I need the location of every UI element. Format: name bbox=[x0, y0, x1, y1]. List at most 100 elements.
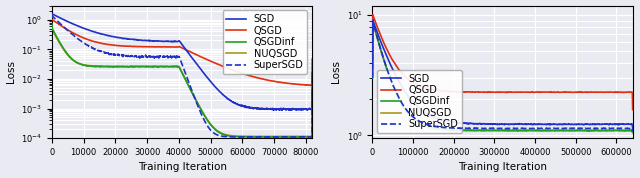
SuperSGD bbox=[573, 127, 581, 129]
SGD bbox=[557, 123, 564, 125]
Line: SuperSGD: SuperSGD bbox=[372, 21, 633, 131]
SGD bbox=[275, 108, 283, 111]
SuperSGD bbox=[49, 15, 56, 17]
SGD bbox=[123, 38, 131, 40]
SGD bbox=[308, 72, 316, 74]
QSGD bbox=[123, 45, 131, 47]
NUQSGD bbox=[626, 129, 634, 131]
QSGD bbox=[573, 91, 581, 93]
SuperSGD bbox=[369, 20, 376, 22]
SuperSGD bbox=[534, 127, 541, 130]
SGD bbox=[422, 112, 429, 114]
QSGD bbox=[138, 46, 145, 48]
QSGD bbox=[422, 87, 429, 89]
QSGD bbox=[180, 48, 188, 50]
SGD bbox=[182, 48, 189, 50]
NUQSGD bbox=[369, 77, 376, 79]
Line: QSGDinf: QSGDinf bbox=[372, 22, 633, 133]
Line: SGD: SGD bbox=[52, 14, 312, 110]
QSGDinf bbox=[626, 130, 634, 132]
QSGD bbox=[369, 14, 376, 16]
NUQSGD bbox=[204, 119, 211, 121]
QSGDinf bbox=[589, 130, 596, 132]
SuperSGD bbox=[123, 55, 131, 57]
SGD bbox=[629, 128, 637, 130]
NUQSGD bbox=[275, 135, 283, 137]
QSGD bbox=[182, 48, 189, 51]
NUQSGD bbox=[308, 89, 316, 91]
Legend: SGD, QSGD, QSGDinf, NUQSGD, SuperSGD: SGD, QSGD, QSGDinf, NUQSGD, SuperSGD bbox=[377, 70, 462, 133]
QSGDinf bbox=[123, 66, 131, 68]
NUQSGD bbox=[48, 23, 56, 26]
NUQSGD bbox=[180, 75, 188, 77]
QSGDinf bbox=[308, 89, 316, 91]
Y-axis label: Loss: Loss bbox=[6, 60, 15, 83]
NUQSGD bbox=[534, 129, 541, 131]
NUQSGD bbox=[629, 131, 637, 133]
Line: SuperSGD: SuperSGD bbox=[52, 16, 312, 137]
QSGD bbox=[589, 91, 596, 93]
Line: SGD: SGD bbox=[372, 20, 633, 129]
QSGD bbox=[534, 91, 541, 93]
QSGD bbox=[48, 19, 56, 21]
QSGDinf bbox=[204, 120, 211, 122]
QSGD bbox=[204, 59, 212, 61]
SuperSGD bbox=[557, 127, 564, 129]
SuperSGD bbox=[275, 136, 283, 138]
NUQSGD bbox=[296, 135, 304, 138]
NUQSGD bbox=[123, 65, 131, 67]
Y-axis label: Loss: Loss bbox=[331, 60, 341, 83]
SuperSGD bbox=[626, 128, 634, 130]
QSGD bbox=[369, 74, 376, 76]
QSGDinf bbox=[138, 66, 145, 68]
NUQSGD bbox=[557, 129, 564, 131]
NUQSGD bbox=[138, 65, 145, 67]
NUQSGD bbox=[182, 78, 189, 80]
SuperSGD bbox=[308, 89, 316, 91]
SGD bbox=[589, 123, 596, 125]
Line: QSGDinf: QSGDinf bbox=[52, 24, 312, 137]
QSGDinf bbox=[48, 23, 56, 25]
QSGD bbox=[626, 91, 634, 93]
QSGDinf bbox=[275, 136, 283, 138]
QSGDinf bbox=[369, 77, 376, 79]
SuperSGD bbox=[182, 72, 189, 74]
SGD bbox=[49, 13, 56, 15]
SuperSGD bbox=[138, 55, 145, 57]
Line: QSGD: QSGD bbox=[372, 15, 633, 110]
NUQSGD bbox=[422, 125, 429, 127]
SuperSGD bbox=[589, 128, 596, 130]
QSGDinf bbox=[557, 130, 564, 132]
QSGD bbox=[308, 58, 316, 60]
SGD bbox=[573, 123, 581, 125]
QSGDinf bbox=[629, 132, 637, 134]
NUQSGD bbox=[573, 129, 581, 131]
QSGDinf bbox=[182, 78, 189, 81]
QSGD bbox=[308, 84, 316, 86]
SuperSGD bbox=[180, 69, 188, 71]
QSGDinf bbox=[294, 136, 301, 138]
QSGDinf bbox=[573, 130, 581, 132]
SGD bbox=[534, 123, 541, 125]
SuperSGD bbox=[264, 136, 271, 138]
SGD bbox=[626, 123, 634, 125]
Line: QSGD: QSGD bbox=[52, 20, 312, 85]
QSGD bbox=[48, 19, 56, 21]
SuperSGD bbox=[204, 125, 212, 127]
NUQSGD bbox=[589, 129, 596, 131]
Legend: SGD, QSGD, QSGDinf, NUQSGD, SuperSGD: SGD, QSGD, QSGDinf, NUQSGD, SuperSGD bbox=[223, 11, 307, 74]
SGD bbox=[48, 16, 56, 18]
SuperSGD bbox=[629, 130, 637, 132]
SGD bbox=[180, 46, 188, 48]
QSGDinf bbox=[180, 76, 188, 78]
Line: NUQSGD: NUQSGD bbox=[52, 25, 312, 137]
QSGDinf bbox=[422, 125, 429, 127]
QSGD bbox=[275, 81, 283, 83]
QSGD bbox=[629, 109, 637, 111]
NUQSGD bbox=[369, 20, 376, 23]
SGD bbox=[369, 19, 376, 21]
QSGD bbox=[557, 91, 564, 93]
SGD bbox=[369, 77, 376, 79]
SGD bbox=[204, 77, 212, 79]
QSGDinf bbox=[534, 130, 541, 132]
